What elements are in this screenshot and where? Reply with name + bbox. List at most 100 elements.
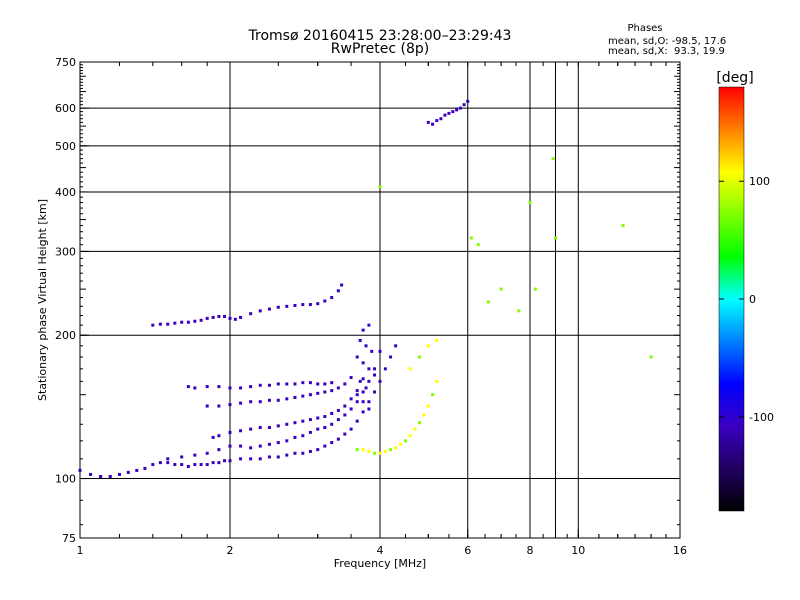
y-tick-label: 75 — [62, 532, 76, 545]
data-point — [367, 379, 371, 383]
data-point — [205, 451, 209, 455]
data-point — [276, 441, 280, 445]
data-point — [217, 385, 221, 389]
data-point — [458, 106, 462, 110]
data-point — [323, 382, 327, 386]
x-tick-label: 6 — [464, 544, 471, 557]
data-point — [293, 435, 297, 439]
data-point — [486, 300, 490, 304]
data-point — [239, 386, 243, 390]
data-point — [340, 283, 344, 287]
data-point — [343, 404, 347, 408]
data-point — [285, 439, 289, 443]
data-point — [217, 434, 221, 438]
data-point — [301, 303, 305, 307]
data-point — [211, 461, 215, 465]
data-point — [249, 312, 253, 316]
data-point — [239, 457, 243, 461]
data-point — [394, 446, 398, 450]
data-point — [267, 398, 271, 402]
data-point — [308, 393, 312, 397]
data-point — [426, 344, 430, 348]
data-point — [293, 421, 297, 425]
data-point — [267, 425, 271, 429]
data-point — [422, 413, 426, 417]
data-point — [99, 474, 103, 478]
data-point — [389, 448, 393, 452]
data-point — [373, 373, 377, 377]
data-point — [258, 383, 262, 387]
data-point — [383, 449, 387, 453]
data-point — [349, 397, 353, 401]
data-point — [336, 418, 340, 422]
data-point — [316, 427, 320, 431]
data-point — [258, 457, 262, 461]
data-point — [199, 318, 203, 322]
data-point — [323, 444, 327, 448]
data-point — [126, 470, 130, 474]
data-point — [316, 391, 320, 395]
data-point — [239, 401, 243, 405]
data-point — [316, 382, 320, 386]
data-point — [451, 110, 455, 114]
data-point — [285, 304, 289, 308]
data-point — [205, 316, 209, 320]
data-point — [358, 338, 362, 342]
data-point — [389, 355, 393, 359]
data-point — [249, 427, 253, 431]
data-point — [355, 419, 359, 423]
data-point — [349, 427, 353, 431]
data-point — [361, 377, 365, 381]
data-point — [466, 99, 470, 103]
data-point — [323, 414, 327, 418]
data-point — [316, 302, 320, 306]
y-axis: 75 100 200 300 400 500 600 750 — [55, 56, 680, 545]
data-point — [205, 404, 209, 408]
data-point — [336, 408, 340, 412]
data-point — [394, 344, 398, 348]
data-point — [228, 386, 232, 390]
data-point — [258, 309, 262, 313]
data-point — [228, 459, 232, 463]
data-point — [180, 455, 184, 459]
data-point — [258, 400, 262, 404]
data-point — [276, 455, 280, 459]
data-point — [293, 303, 297, 307]
data-point — [180, 463, 184, 467]
x-tick-label: 4 — [377, 544, 384, 557]
chart-title: Tromsø 20160415 23:28:00–23:29:43 — [248, 28, 512, 44]
data-point — [117, 472, 121, 476]
data-point — [151, 463, 155, 467]
chart-subtitle: RwPretec (8p) — [331, 41, 429, 57]
data-point — [417, 421, 421, 425]
data-point — [285, 453, 289, 457]
stats-line-o: mean, sd,O: -98.5, 17.6 — [608, 36, 726, 47]
data-point — [367, 449, 371, 453]
data-point — [228, 444, 232, 448]
data-point — [308, 430, 312, 434]
x-tick-label: 10 — [571, 544, 585, 557]
data-point — [228, 430, 232, 434]
data-point — [228, 403, 232, 407]
data-point — [378, 379, 382, 383]
data-point — [89, 472, 93, 476]
data-point — [158, 461, 162, 465]
data-point — [439, 117, 443, 121]
data-point — [186, 464, 190, 468]
data-point — [358, 379, 362, 383]
data-point — [336, 289, 340, 293]
data-point — [193, 319, 197, 323]
data-point — [621, 224, 625, 228]
data-point — [378, 349, 382, 353]
data-point — [267, 455, 271, 459]
data-point — [330, 296, 334, 300]
data-point — [223, 314, 227, 318]
data-point — [355, 448, 359, 452]
data-point — [426, 120, 430, 124]
data-point — [361, 410, 365, 414]
data-point — [166, 322, 170, 326]
y-tick-label: 200 — [55, 329, 76, 342]
data-point — [293, 382, 297, 386]
x-tick-label: 8 — [527, 544, 534, 557]
stats-heading: Phases — [627, 23, 662, 34]
